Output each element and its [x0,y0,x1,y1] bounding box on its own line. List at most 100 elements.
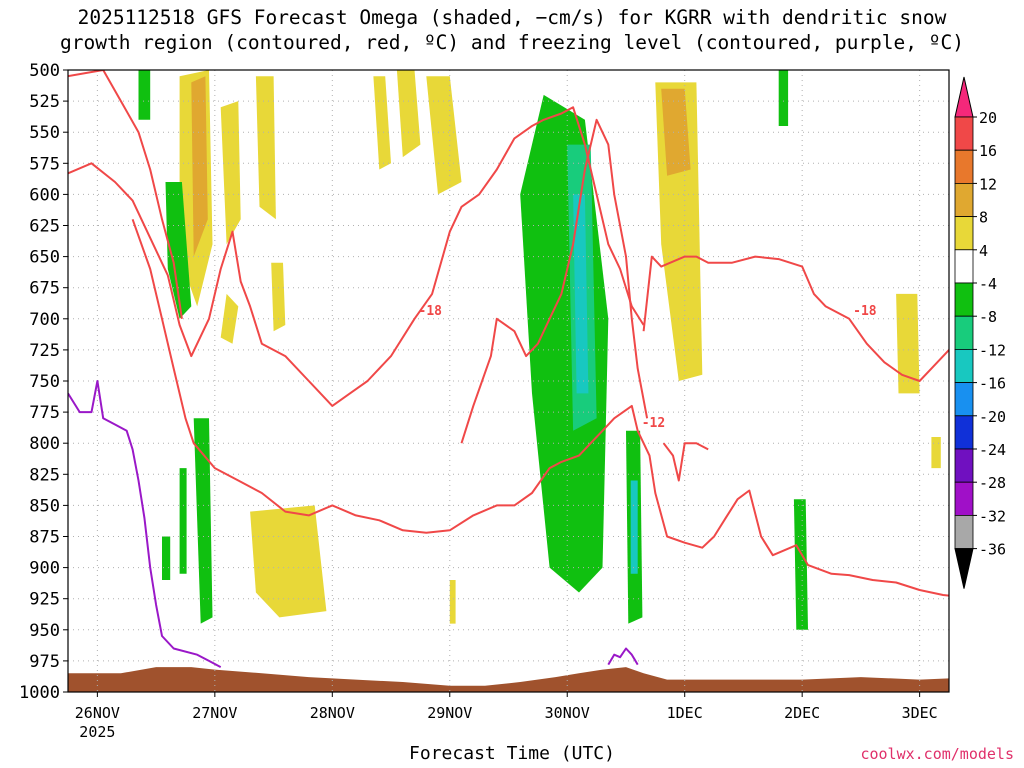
y-tick-label: 800 [29,434,60,454]
dgz-contour [68,70,183,319]
omega-shade-area [191,76,208,257]
omega-shade-area [778,70,789,126]
omega-shade-area [520,94,609,593]
colorbar-segment [954,515,974,550]
omega-shade-area [271,262,286,332]
y-tick-label: 700 [29,310,60,330]
y-tick-label: 1000 [19,683,60,703]
colorbar-segment [954,481,974,516]
colorbar-arrow-bottom [954,548,974,589]
contour-label: -12 [642,416,665,431]
x-tick-label: 1DEC [667,704,703,722]
y-tick-label: 750 [29,372,60,392]
y-tick-label: 525 [29,92,60,112]
x-tick-sublabel: 2025 [79,723,115,741]
omega-shade-area [193,418,213,624]
colorbar-segment [954,315,974,350]
omega-shade-area [162,536,171,580]
colorbar-label: 12 [979,175,997,193]
colorbar-segment [954,116,974,151]
colorbar-segment [954,415,974,450]
dgz-contour [642,255,949,382]
colorbar-label: -24 [979,441,1006,459]
omega-shade-area [179,468,187,574]
omega-shade-area [220,101,241,245]
omega-shade-area [896,293,920,394]
credit-text: coolwx.com/models [860,745,1014,763]
dgz-contour [662,442,709,482]
y-tick-label: 675 [29,279,60,299]
omega-shade-area [220,293,239,344]
colorbar-label: -36 [979,541,1006,559]
dgz-contour [131,218,949,597]
colorbar-segment [954,282,974,317]
x-tick-label: 3DEC [902,704,938,722]
x-tick-label: 2DEC [784,704,820,722]
dgz-contour [460,118,649,444]
y-tick-label: 850 [29,496,60,516]
y-tick-label: 725 [29,341,60,361]
omega-shade-area [426,76,462,195]
x-tick-label: 29NOV [427,704,472,722]
y-tick-label: 625 [29,217,60,237]
x-tick-label: 26NOV [75,704,120,722]
y-tick-label: 650 [29,248,60,268]
colorbar-label: -4 [979,275,997,293]
y-tick-label: 825 [29,465,60,485]
colorbar-segment [954,216,974,251]
contour-label: -18 [419,304,443,319]
y-tick-label: 775 [29,403,60,423]
colorbar-label: 20 [979,109,997,127]
freezing-level-contour [607,647,639,666]
colorbar-label: 16 [979,142,997,160]
colorbar-segment [954,448,974,483]
omega-shade-area [250,505,327,618]
y-tick-label: 500 [29,61,60,81]
x-tick-label: 27NOV [192,704,237,722]
x-tick-label: 28NOV [310,704,355,722]
colorbar-label: 8 [979,209,988,227]
omega-shade-area [661,88,691,176]
chart-subtitle: growth region (contoured, red, ºC) and f… [60,31,964,54]
x-axis-title: Forecast Time (UTC) [409,743,615,764]
y-tick-label: 875 [29,528,60,548]
colorbar-segment [954,149,974,184]
colorbar-segment [954,382,974,417]
omega-shade-area [396,70,421,158]
terrain-area [68,667,949,692]
omega-shade-area [573,194,589,394]
omega-shade-area [630,480,638,574]
y-tick-label: 950 [29,621,60,641]
omega-shade-area [1014,76,1024,138]
omega-shade-area [793,499,808,630]
colorbar-label: -12 [979,341,1006,359]
y-tick-label: 975 [29,652,60,672]
colorbar-label: -16 [979,375,1006,393]
colorbar-label: 4 [979,242,988,260]
y-tick-label: 900 [29,559,60,579]
x-tick-label: 30NOV [545,704,590,722]
colorbar-label: -20 [979,408,1006,426]
contour-label: -18 [853,304,877,319]
omega-shade-area [931,437,941,469]
omega-shade-area [255,76,276,220]
omega-shade-area [138,70,151,120]
chart-title: 2025112518 GFS Forecast Omega (shaded, −… [77,6,947,29]
colorbar-segment [954,249,974,284]
omega-shade-area [165,182,192,319]
y-tick-label: 925 [29,590,60,610]
colorbar-label: -28 [979,474,1006,492]
y-tick-label: 575 [29,154,60,174]
freezing-level-contour [68,380,222,668]
colorbar-arrow-top [954,76,974,118]
y-tick-label: 550 [29,123,60,143]
colorbar-label: -8 [979,308,997,326]
colorbar-segment [954,348,974,383]
colorbar-label: -32 [979,507,1006,525]
omega-shade-area [373,76,391,170]
omega-shade-area [449,580,456,624]
colorbar-segment [954,182,974,217]
dgz-contour [68,106,645,407]
y-tick-label: 600 [29,185,60,205]
